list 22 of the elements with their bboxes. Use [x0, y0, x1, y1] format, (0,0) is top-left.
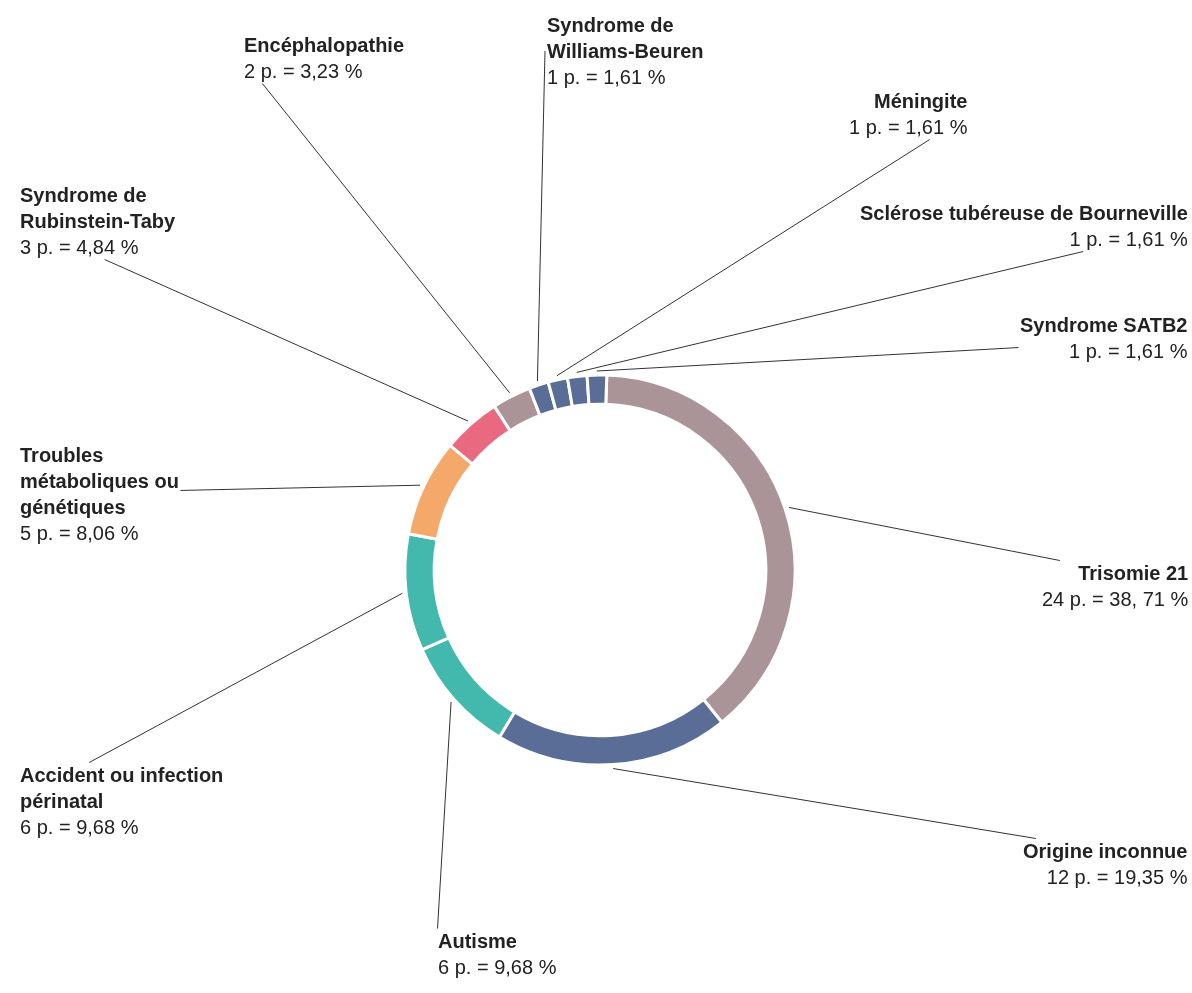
data-label: 1 p. = 1,61 %: [1069, 340, 1188, 362]
data-label: 6 p. = 9,68 %: [20, 816, 139, 838]
slice-label: Encéphalopathie: [244, 34, 405, 56]
slice-label: Trisomie 21: [1078, 562, 1189, 584]
data-label: 1 p. = 1,61 %: [1069, 228, 1189, 250]
slice-label: Origine inconnue: [1023, 840, 1188, 862]
slice-label: Troubles métaboliques ou génétiques: [20, 444, 179, 518]
data-label: 12 p. = 19,35 %: [1046, 866, 1188, 888]
slice-label: Syndrome de Rubinstein-Taby: [20, 184, 177, 232]
data-label: 5 p. = 8,06 %: [20, 522, 139, 544]
slice-label: Syndrome de Williams-Beuren: [547, 14, 704, 62]
slice-label: Autisme: [438, 930, 517, 952]
slice-label: Méningite: [874, 90, 968, 112]
data-label: 2 p. = 3,23 %: [244, 60, 363, 82]
data-label: 1 p. = 1,61 %: [547, 66, 666, 88]
data-label: 6 p. = 9,68 %: [438, 956, 557, 978]
data-label: 3 p. = 4,84 %: [20, 236, 139, 258]
data-label: 1 p. = 1,61 %: [849, 116, 968, 138]
data-label: 24 p. = 38, 71 %: [1042, 588, 1189, 610]
slice-label: Syndrome SATB2: [1020, 314, 1188, 336]
slice-label: Accident ou infection périnatal: [20, 764, 224, 812]
slice-label: Sclérose tubéreuse de Bourneville: [860, 202, 1188, 224]
